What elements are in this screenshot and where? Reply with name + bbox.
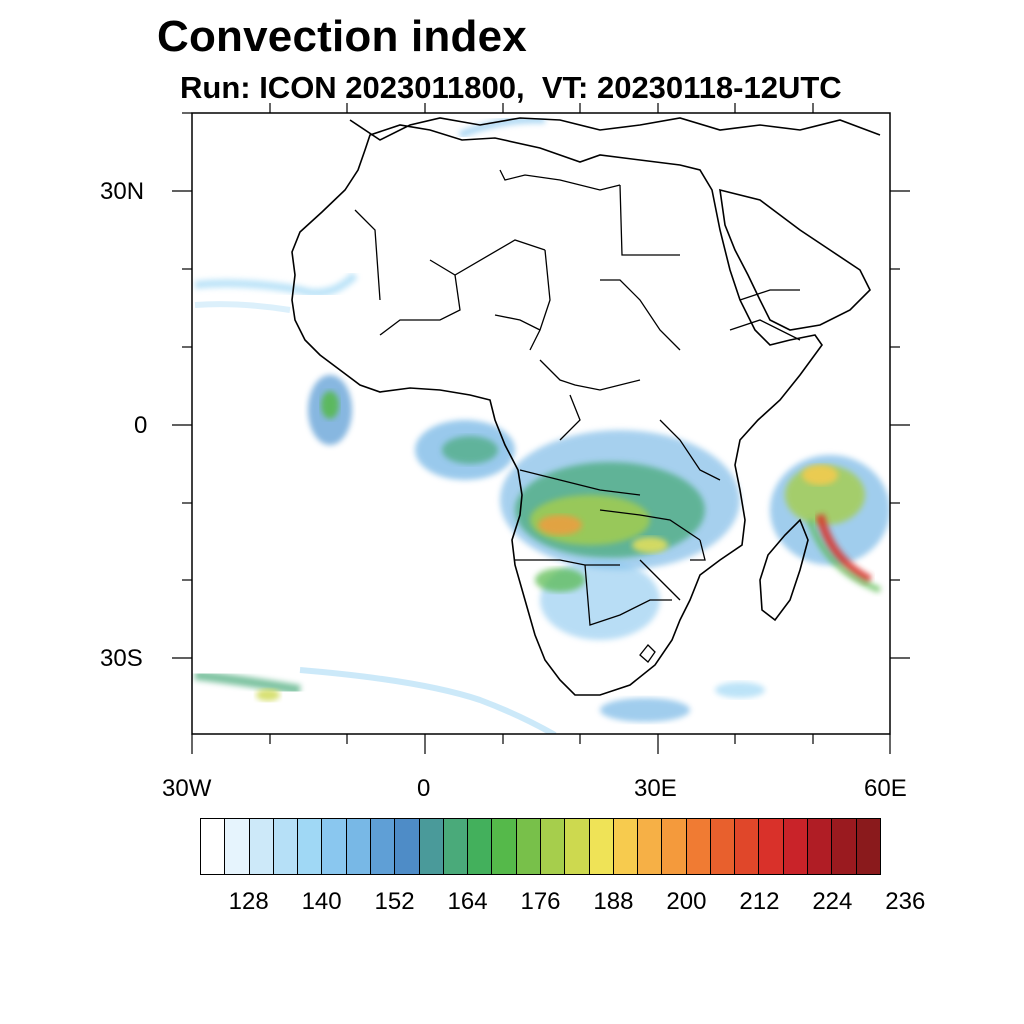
lat-label-30s: 30S [100, 645, 143, 672]
colorbar-label: 200 [666, 888, 707, 915]
colorbar-cell [273, 819, 299, 874]
lat-label-30n: 30N [100, 178, 145, 205]
colorbar-label: 212 [739, 888, 780, 915]
colorbar-cell [468, 819, 493, 874]
colorbar-cell [662, 819, 687, 874]
convection-field [194, 116, 890, 734]
colorbar-cell [201, 819, 226, 874]
map-title: Convection index [157, 12, 527, 61]
colorbar-cell [808, 819, 833, 874]
colorbar-cell [613, 819, 639, 874]
colorbar-cell [589, 819, 614, 874]
colorbar-label: 188 [593, 888, 634, 915]
colorbar-cell [419, 819, 444, 874]
lon-label-0: 0 [417, 775, 431, 802]
colorbar-cell [735, 819, 760, 874]
colorbar [200, 818, 881, 875]
colorbar-cell [832, 819, 857, 874]
colorbar-cell [322, 819, 347, 874]
colorbar-cell [783, 819, 809, 874]
colorbar-cell [395, 819, 420, 874]
axis-ticks [172, 103, 910, 754]
lon-label-30w: 30W [162, 775, 212, 802]
colorbar-cell [638, 819, 663, 874]
colorbar-cell [225, 819, 250, 874]
colorbar-label: 176 [520, 888, 561, 915]
colorbar-cell [370, 819, 396, 874]
colorbar-cell [759, 819, 784, 874]
colorbar-label: 152 [374, 888, 415, 915]
colorbar-label: 164 [447, 888, 488, 915]
colorbar-label: 236 [885, 888, 926, 915]
colorbar-cell [565, 819, 590, 874]
colorbar-cell [346, 819, 371, 874]
colorbar-label: 140 [301, 888, 342, 915]
colorbar-label: 224 [812, 888, 853, 915]
colorbar-cell [298, 819, 323, 874]
lon-label-30e: 30E [634, 775, 677, 802]
map-frame [191, 112, 891, 735]
coastline [291, 117, 881, 696]
colorbar-cell [686, 819, 711, 874]
colorbar-cell [710, 819, 736, 874]
map-subtitle: Run: ICON 2023011800, VT: 20230118-12UTC [180, 70, 842, 105]
country-borders [354, 169, 801, 663]
colorbar-cell [856, 819, 880, 874]
colorbar-cell [516, 819, 541, 874]
colorbar-label: 128 [228, 888, 269, 915]
colorbar-cell [492, 819, 517, 874]
lat-label-0: 0 [134, 412, 148, 439]
colorbar-cell [443, 819, 469, 874]
lon-label-60e: 60E [864, 775, 907, 802]
colorbar-cell [540, 819, 566, 874]
colorbar-cell [249, 819, 274, 874]
